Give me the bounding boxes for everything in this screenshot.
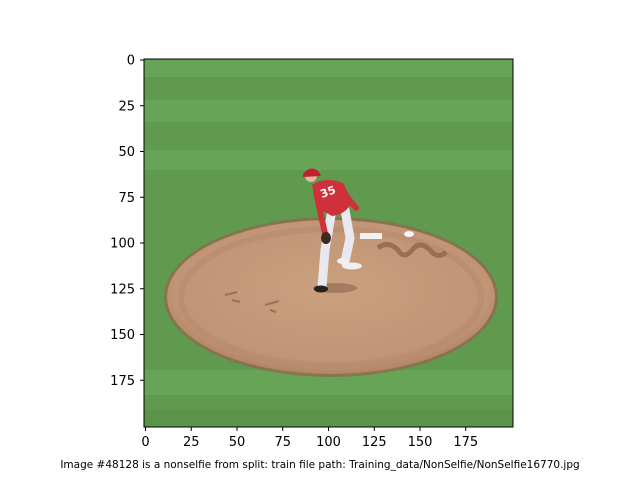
dirt-scuffs xyxy=(224,291,280,313)
x-tick-label: 100 xyxy=(316,435,341,450)
grass-stripes xyxy=(144,59,513,427)
y-tick-label: 0 xyxy=(127,54,135,69)
x-axis-ticks: 0 25 50 75 100 125 150 175 xyxy=(141,427,478,450)
y-tick-label: 25 xyxy=(118,99,135,114)
y-tick-label: 125 xyxy=(110,282,135,297)
x-tick-label: 75 xyxy=(274,435,291,450)
y-tick-label: 100 xyxy=(110,237,135,252)
x-tick-label: 150 xyxy=(408,435,433,450)
x-tick-label: 50 xyxy=(229,435,246,450)
y-axis-ticks: 0 25 50 75 100 125 150 175 xyxy=(110,54,144,389)
team-logo-on-mound xyxy=(376,242,448,258)
pitching-rubber xyxy=(360,233,382,239)
x-tick-label: 175 xyxy=(453,435,478,450)
x-tick-label: 0 xyxy=(141,435,149,450)
y-tick-label: 75 xyxy=(118,191,135,206)
x-tick-label: 125 xyxy=(362,435,387,450)
y-tick-label: 150 xyxy=(110,328,135,343)
pitcher-figure: 35 xyxy=(303,168,362,293)
baseball-pitcher-photo: 35 xyxy=(144,59,513,427)
svg-text:35: 35 xyxy=(319,183,338,200)
figure-caption: Image #48128 is a nonselfie from split: … xyxy=(60,459,580,471)
rosin-bag xyxy=(404,231,414,237)
pitchers-mound xyxy=(167,220,495,374)
y-tick-label: 50 xyxy=(118,145,135,160)
x-tick-label: 25 xyxy=(183,435,200,450)
y-tick-label: 175 xyxy=(110,374,135,389)
